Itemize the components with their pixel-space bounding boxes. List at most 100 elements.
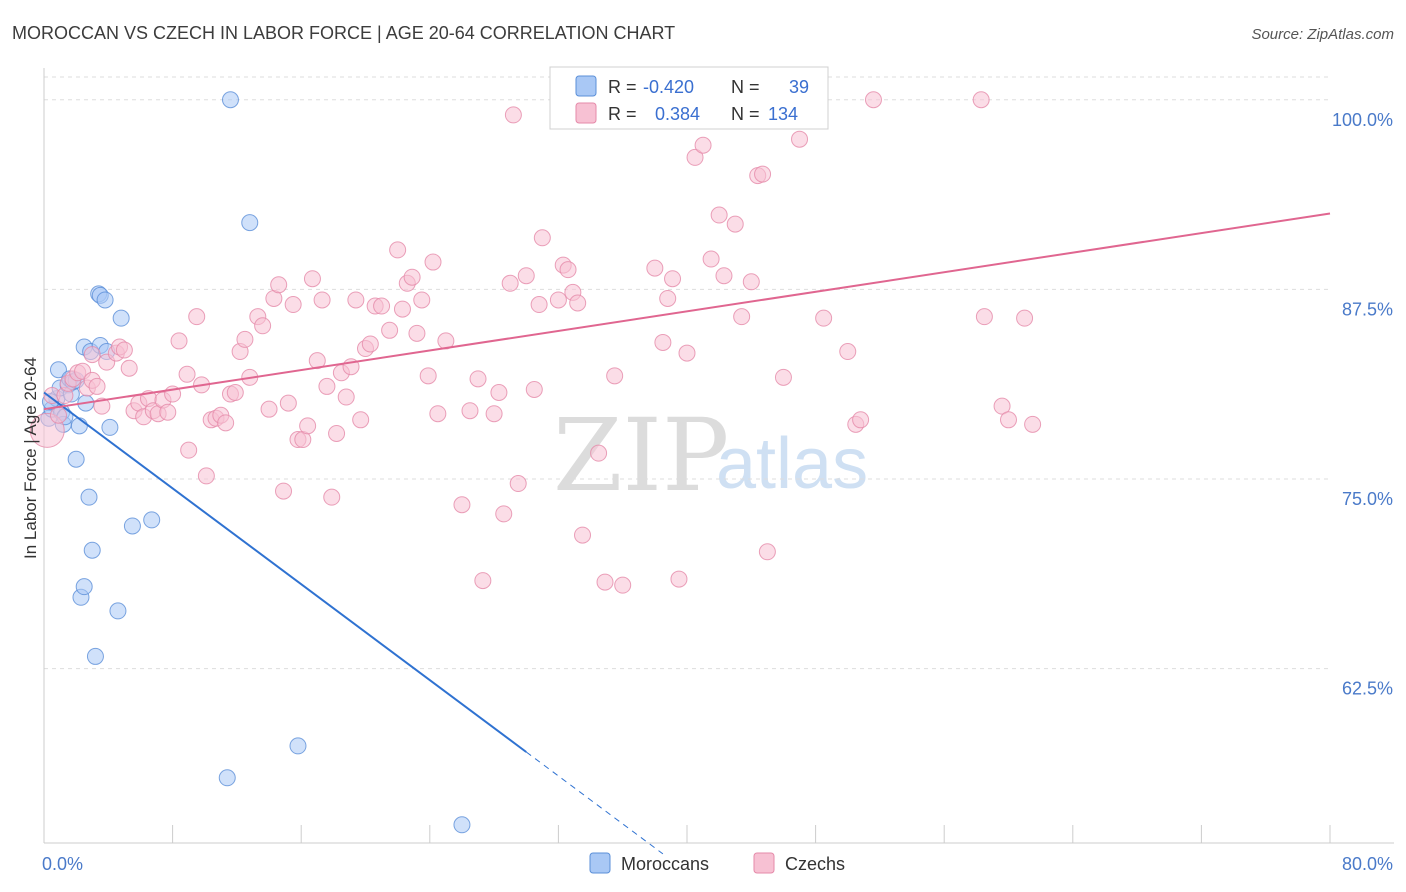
y-tick-label: 62.5%: [1342, 679, 1393, 699]
czech-point: [328, 424, 346, 442]
czech-point: [270, 276, 288, 294]
czech-point: [646, 259, 664, 277]
czech-point: [659, 289, 677, 307]
czechs-trend-line: [43, 212, 1331, 411]
moroccan-point: [289, 737, 307, 755]
czech-point: [83, 346, 101, 364]
legend-r-value-moroccans: -0.420: [643, 77, 694, 97]
czech-point: [852, 411, 870, 429]
moroccan-point: [101, 418, 119, 436]
czech-point: [408, 324, 426, 342]
czech-point: [381, 321, 399, 339]
czech-point: [549, 291, 567, 309]
bottom-legend-swatch-moroccans: [589, 852, 611, 874]
czech-point: [504, 106, 522, 124]
czech-point: [509, 475, 527, 493]
czech-point: [88, 377, 106, 395]
czech-point: [226, 384, 244, 402]
legend-n-value-czechs: 134: [768, 104, 798, 124]
watermark-atlas: atlas: [716, 424, 868, 504]
moroccan-point: [241, 214, 259, 232]
czech-point: [303, 270, 321, 288]
czech-point: [678, 344, 696, 362]
czech-point: [1016, 309, 1034, 327]
czech-point: [710, 206, 728, 224]
x-tick-label: 80.0%: [1342, 854, 1393, 874]
czech-point: [614, 576, 632, 594]
czech-point: [115, 341, 133, 359]
czech-point: [313, 291, 331, 309]
czech-point: [429, 405, 447, 423]
czech-point: [501, 274, 519, 292]
czech-point: [120, 359, 138, 377]
czech-point: [815, 309, 833, 327]
y-tick-label: 87.5%: [1342, 299, 1393, 319]
czech-point: [758, 543, 776, 561]
czech-point: [559, 261, 577, 279]
moroccan-point: [80, 488, 98, 506]
moroccan-point: [109, 602, 127, 620]
czech-point: [993, 397, 1011, 415]
czech-point: [180, 441, 198, 459]
czech-point: [308, 352, 326, 370]
czech-point: [352, 411, 370, 429]
chart-title: MOROCCAN VS CZECH IN LABOR FORCE | AGE 2…: [12, 23, 675, 43]
chart-source: Source: ZipAtlas.com: [1251, 26, 1394, 43]
czech-point: [742, 273, 760, 291]
czech-point: [791, 130, 809, 148]
czech-point: [299, 417, 317, 435]
moroccan-point: [86, 647, 104, 665]
czech-point: [49, 406, 67, 424]
bottom-legend-label-czechs: Czechs: [785, 854, 845, 874]
czech-point: [217, 414, 235, 432]
czech-point: [393, 300, 411, 318]
stats-legend: R = -0.420 N = 39 R = 0.384 N = 134: [549, 66, 829, 130]
czech-point: [490, 384, 508, 402]
czech-point: [485, 405, 503, 423]
czech-point: [839, 343, 857, 361]
legend-r-label-czechs: R =: [608, 104, 637, 124]
scatter-points: [29, 91, 1042, 834]
czech-point: [469, 370, 487, 388]
czech-point: [864, 91, 882, 109]
moroccan-point: [67, 450, 85, 468]
tick-labels: 62.5% 75.0% 87.5% 100.0% 0.0% 80.0%: [42, 110, 1393, 874]
y-axis-label: In Labor Force | Age 20-64: [21, 357, 40, 559]
czech-point: [236, 330, 254, 348]
czech-point: [495, 505, 513, 523]
czech-point: [318, 377, 336, 395]
czech-point: [424, 253, 442, 271]
bottom-legend-swatch-czechs: [753, 852, 775, 874]
czech-point: [1000, 411, 1017, 429]
czech-point: [413, 291, 431, 309]
moroccan-point: [143, 511, 161, 529]
legend-swatch-czechs: [575, 102, 597, 124]
legend-swatch-moroccans: [575, 75, 597, 97]
czech-point: [530, 296, 548, 314]
czech-point: [347, 291, 365, 309]
axes: [43, 68, 1394, 844]
czech-point: [197, 467, 215, 485]
czech-point: [754, 165, 772, 183]
moroccan-point: [75, 578, 93, 596]
legend-n-label-czechs: N =: [731, 104, 760, 124]
moroccan-point: [49, 361, 67, 379]
bottom-legend-label-moroccans: Moroccans: [621, 854, 709, 874]
watermark-zip: ZIP: [553, 397, 729, 514]
czech-point: [590, 444, 608, 462]
czech-point: [361, 335, 379, 353]
czech-point: [453, 496, 471, 514]
czech-point: [389, 241, 407, 259]
czech-point: [733, 308, 751, 326]
czech-point: [574, 526, 592, 544]
czech-point: [596, 573, 614, 591]
czech-point: [323, 488, 341, 506]
czech-point: [654, 333, 672, 351]
czech-point: [715, 267, 733, 285]
series-legend: Moroccans Czechs: [589, 852, 845, 874]
czech-point: [93, 397, 111, 415]
czech-point: [726, 215, 744, 233]
czech-point: [702, 250, 720, 268]
czech-point: [694, 136, 712, 154]
